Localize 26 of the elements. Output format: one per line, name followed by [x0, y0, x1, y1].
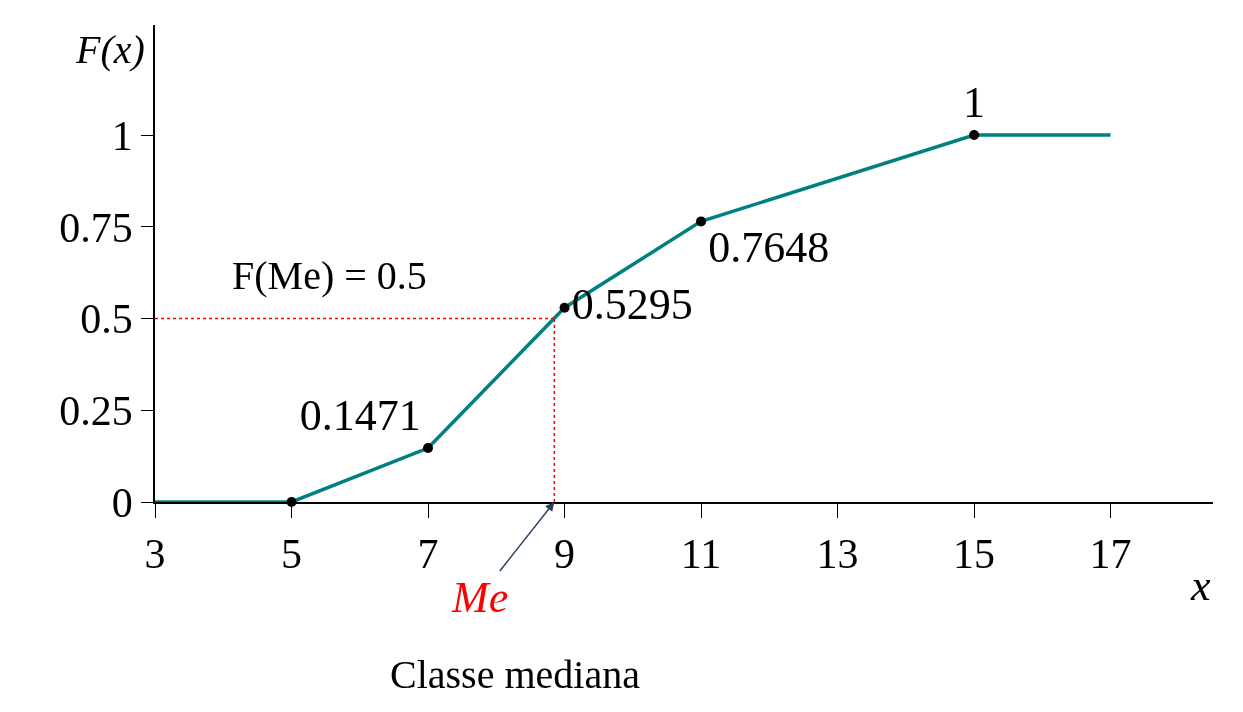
- x-tick-label: 15: [953, 531, 996, 578]
- x-tick-label: 13: [816, 531, 859, 578]
- data-label: 0.7648: [708, 222, 830, 272]
- y-tick-label: 0.75: [59, 204, 133, 251]
- annotation: F(Me) = 0.5: [232, 253, 427, 298]
- y-tick-label: 1: [111, 112, 133, 159]
- point: [423, 443, 434, 454]
- y-tick-label: 0.5: [80, 296, 133, 343]
- data-label: 0.5295: [571, 279, 693, 329]
- annotation: Me: [451, 573, 509, 622]
- x-tick-label: 9: [554, 531, 576, 578]
- x-tick-label: 5: [281, 531, 303, 578]
- x-tick-label: 7: [417, 531, 439, 578]
- x-tick-label: 17: [1089, 531, 1132, 578]
- data-label: 1: [963, 77, 986, 127]
- point: [559, 302, 570, 313]
- point: [969, 130, 980, 141]
- x-tick-label: 11: [680, 531, 722, 578]
- x-tick-label: 3: [144, 531, 166, 578]
- point: [696, 216, 707, 227]
- y-tick-label: 0: [111, 479, 133, 526]
- y-axis-title: F(x): [75, 27, 145, 72]
- y-tick-label: 0.25: [59, 387, 133, 434]
- text: Classe mediana: [390, 652, 641, 697]
- x-axis-title: x: [1190, 561, 1211, 610]
- data-label: 0.1471: [299, 390, 421, 440]
